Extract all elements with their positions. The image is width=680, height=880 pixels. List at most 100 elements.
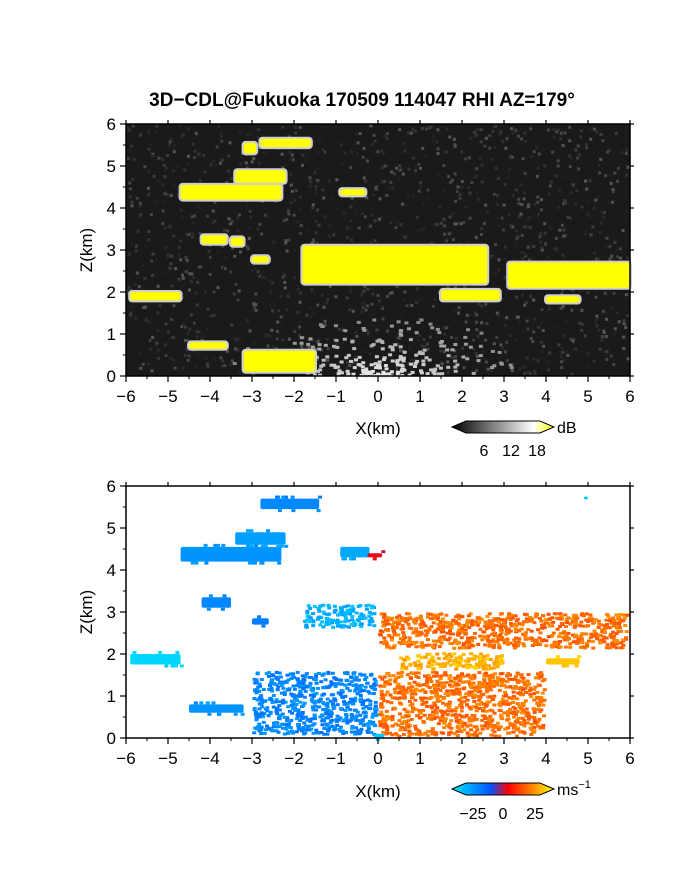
- noise-speckle: [533, 202, 537, 206]
- noise-speckle: [473, 175, 477, 179]
- velocity-speckle: [611, 616, 616, 620]
- velocity-speckle: [472, 636, 477, 640]
- velocity-speckle: [511, 701, 516, 704]
- velocity-speckle: [468, 682, 472, 686]
- noise-speckle: [533, 369, 537, 373]
- noise-speckle: [497, 258, 501, 262]
- velocity-speckle: [489, 624, 494, 628]
- velocity-speckle: [402, 695, 407, 699]
- noise-speckle: [229, 176, 233, 180]
- noise-speckle: [505, 316, 509, 320]
- velocity-speckle: [342, 718, 347, 722]
- noise-speckle: [361, 306, 365, 310]
- reflectivity-colorbar-tick: 18: [528, 443, 546, 460]
- velocity-speckle: [498, 638, 503, 642]
- noise-speckle: [389, 221, 393, 225]
- velocity-speckle: [439, 674, 444, 678]
- noise-speckle: [498, 132, 502, 136]
- noise-speckle: [172, 150, 176, 154]
- velocity-speckle: [555, 627, 560, 631]
- noise-speckle: [185, 258, 189, 262]
- noise-speckle: [548, 351, 552, 355]
- velocity-speckle: [382, 612, 387, 616]
- velocity-speckle: [402, 707, 407, 711]
- velocity-speckle: [547, 624, 552, 628]
- velocity-speckle: [546, 635, 551, 639]
- reflectivity-x-tick-label: 4: [541, 387, 550, 406]
- velocity-edge-speckle: [561, 664, 566, 668]
- noise-speckle: [151, 252, 155, 256]
- noise-speckle: [442, 326, 446, 329]
- noise-speckle: [600, 210, 604, 214]
- noise-speckle: [212, 265, 216, 269]
- noise-speckle: [395, 367, 399, 371]
- noise-speckle: [425, 342, 429, 346]
- velocity-speckle: [325, 716, 330, 720]
- velocity-speckle: [469, 728, 474, 732]
- velocity-speckle: [578, 634, 583, 638]
- velocity-speckle: [303, 689, 308, 693]
- velocity-speckle: [351, 620, 356, 624]
- velocity-speckle: [297, 691, 302, 695]
- velocity-speckle: [335, 618, 340, 622]
- reflectivity-colorbar-unit: dB: [557, 420, 577, 437]
- noise-speckle: [390, 170, 394, 174]
- velocity-speckle: [412, 630, 417, 634]
- noise-speckle: [149, 347, 153, 351]
- noise-speckle: [168, 266, 172, 270]
- velocity-speckle: [358, 730, 363, 734]
- velocity-speckle: [345, 702, 350, 706]
- velocity-speckle: [392, 687, 397, 691]
- velocity-speckle: [345, 678, 350, 682]
- noise-speckle: [140, 286, 144, 290]
- velocity-speckle: [483, 724, 488, 728]
- velocity-speckle: [604, 618, 609, 622]
- velocity-speckle: [518, 706, 523, 710]
- velocity-edge-speckle: [174, 664, 178, 668]
- near-field-speckle: [317, 343, 322, 347]
- velocity-speckle: [328, 721, 333, 725]
- noise-speckle: [416, 338, 420, 342]
- velocity-y-tick-label: 0: [107, 729, 116, 748]
- velocity-speckle: [539, 675, 544, 679]
- velocity-speckle: [469, 652, 474, 656]
- velocity-speckle: [389, 701, 394, 705]
- velocity-speckle: [371, 692, 376, 695]
- velocity-speckle: [363, 714, 368, 718]
- noise-speckle: [455, 222, 458, 226]
- noise-speckle: [551, 150, 555, 154]
- noise-speckle: [522, 197, 526, 201]
- velocity-speckle: [399, 616, 404, 620]
- velocity-speckle: [516, 691, 521, 695]
- velocity-speckle: [592, 629, 597, 633]
- velocity-speckle: [522, 644, 527, 648]
- velocity-speckle: [285, 673, 290, 677]
- noise-speckle: [305, 155, 309, 158]
- velocity-region: [367, 550, 386, 561]
- velocity-speckle: [314, 708, 318, 712]
- noise-speckle: [563, 233, 567, 237]
- noise-speckle: [176, 165, 180, 169]
- noise-speckle: [556, 164, 560, 168]
- velocity-speckle: [343, 694, 348, 698]
- noise-speckle: [208, 273, 212, 276]
- velocity-speckle: [390, 696, 395, 700]
- velocity-speckle: [338, 725, 343, 729]
- near-field-speckle: [316, 369, 320, 373]
- noise-speckle: [559, 131, 563, 135]
- noise-speckle: [164, 322, 168, 326]
- noise-speckle: [194, 131, 198, 135]
- velocity-speckle: [401, 732, 406, 736]
- noise-speckle: [421, 146, 425, 150]
- noise-speckle: [595, 314, 599, 318]
- velocity-speckle: [469, 643, 474, 647]
- velocity-x-tick-label: −4: [200, 749, 219, 768]
- velocity-speckle: [435, 662, 440, 666]
- noise-speckle: [268, 290, 272, 294]
- noise-speckle: [610, 254, 614, 258]
- velocity-region: [130, 651, 184, 668]
- noise-speckle: [128, 128, 132, 132]
- noise-speckle: [570, 372, 574, 376]
- noise-speckle: [281, 166, 285, 170]
